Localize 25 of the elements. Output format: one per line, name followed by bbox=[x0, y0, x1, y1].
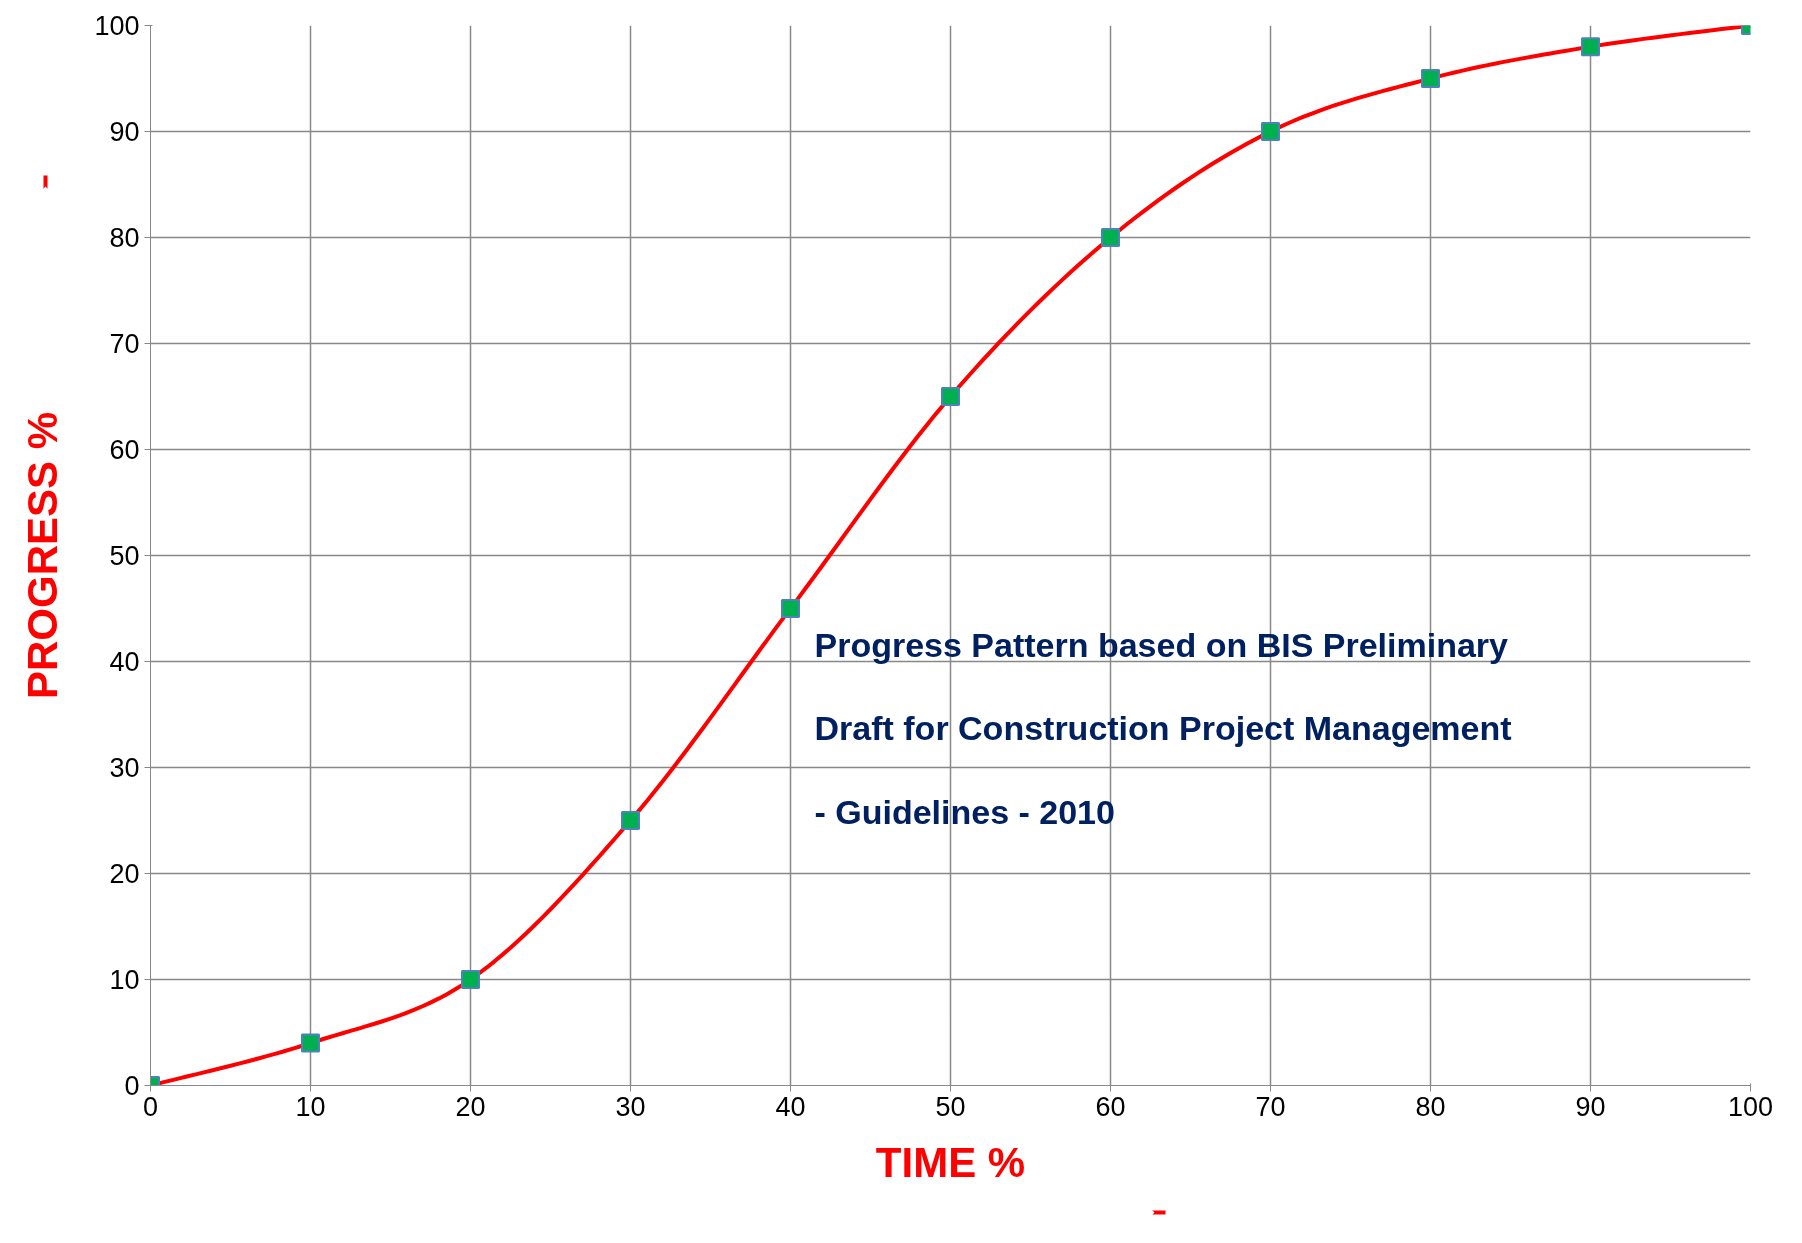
y-tick-label: 0 bbox=[124, 1071, 140, 1101]
x-tick-label: 70 bbox=[1255, 1091, 1286, 1122]
y-tick-label: 70 bbox=[109, 329, 140, 359]
x-tick-label: 10 bbox=[295, 1091, 326, 1122]
x-tick-label: 100 bbox=[1727, 1091, 1774, 1122]
x-axis-title: TIME % bbox=[875, 1138, 1026, 1186]
x-tick-label: 50 bbox=[935, 1091, 966, 1122]
y-tick-label: 20 bbox=[109, 859, 140, 889]
y-tick-label: 50 bbox=[109, 541, 140, 571]
x-tick-label: 60 bbox=[1095, 1091, 1126, 1122]
y-tick-label: 10 bbox=[109, 965, 140, 995]
y-tick-label: 90 bbox=[109, 117, 140, 147]
y-tick-label: 40 bbox=[109, 647, 140, 677]
y-tick-label: 100 bbox=[94, 11, 140, 41]
x-tick-label: 80 bbox=[1415, 1091, 1446, 1122]
x-tick-label: 0 bbox=[142, 1091, 159, 1122]
y-tick-label: 80 bbox=[109, 223, 140, 253]
y-tick-label: 60 bbox=[109, 435, 140, 465]
text: Progress Pattern based on BIS Preliminary Draft for Construction Project Management - Guidelines - 2010 bbox=[814, 625, 1512, 832]
x-tick-label: 90 bbox=[1575, 1091, 1606, 1122]
x-tick-label: 30 bbox=[615, 1091, 646, 1122]
x-tick-label: 40 bbox=[775, 1091, 806, 1122]
y-axis-title: PROGRESS % bbox=[19, 411, 67, 700]
y-tick-label: 30 bbox=[109, 753, 140, 783]
x-tick-label: 20 bbox=[455, 1091, 486, 1122]
